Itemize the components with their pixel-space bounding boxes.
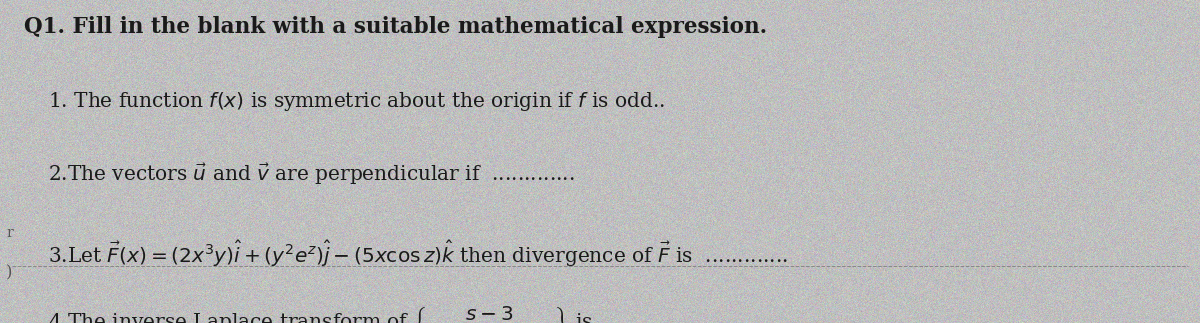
Text: ): ) [6,265,12,282]
Text: Q1. Fill in the blank with a suitable mathematical expression.: Q1. Fill in the blank with a suitable ma… [24,16,767,38]
Text: 1. The function $f(x)$ is symmetric about the origin if $f$ is odd..: 1. The function $f(x)$ is symmetric abou… [48,90,665,113]
Text: 4.The inverse Laplace transform of $\left\{\dfrac{s-3}{(s-3)^2+16}\right\}$ is  : 4.The inverse Laplace transform of $\lef… [48,304,726,323]
Text: r: r [6,226,13,240]
Text: 3.Let $\vec{F}(x) = (2x^3y)\hat{i} + (y^2e^z)\hat{j} - (5x\cos z)\hat{k}$ then d: 3.Let $\vec{F}(x) = (2x^3y)\hat{i} + (y^… [48,239,788,269]
Text: 2.The vectors $\vec{u}$ and $\vec{v}$ are perpendicular if  .............: 2.The vectors $\vec{u}$ and $\vec{v}$ ar… [48,162,575,187]
